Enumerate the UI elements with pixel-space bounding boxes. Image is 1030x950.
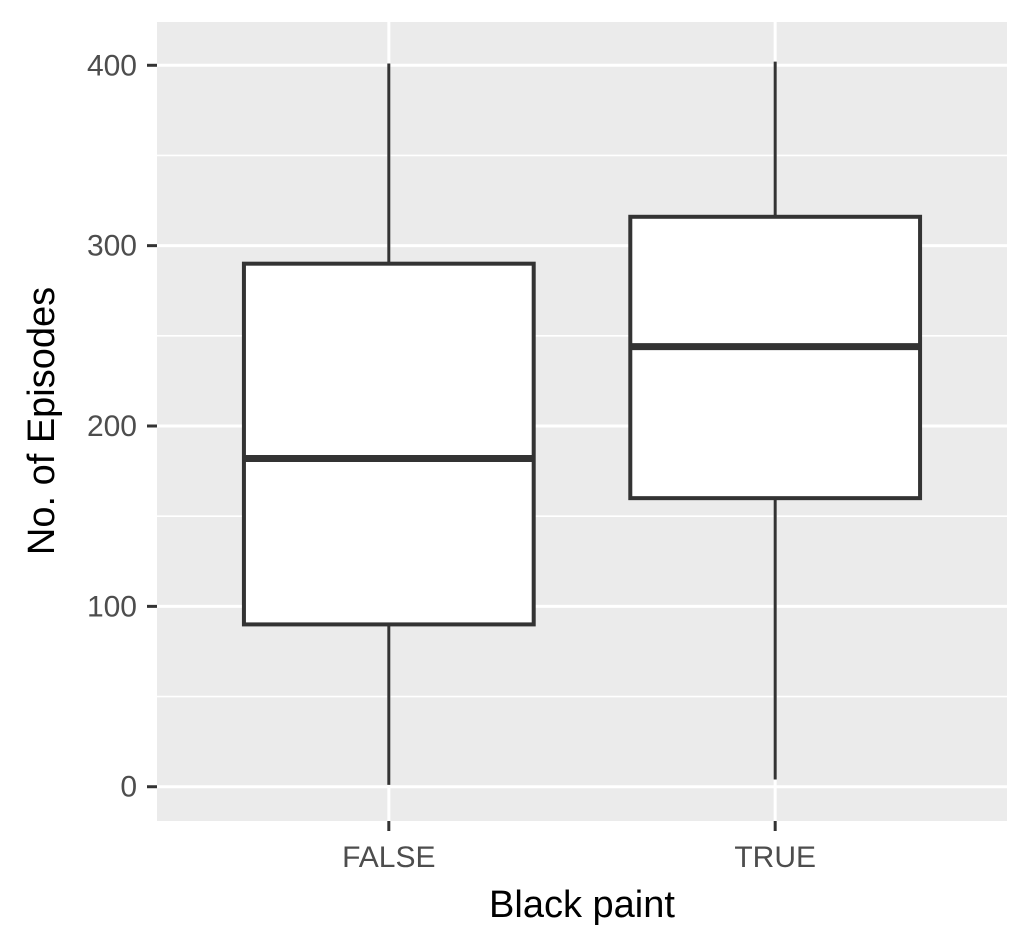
boxes-layer xyxy=(241,61,923,785)
y-axis: 0 100 200 300 400 xyxy=(87,49,157,804)
x-tick-label: TRUE xyxy=(734,841,816,874)
y-tick-label: 0 xyxy=(120,771,137,804)
y-tick-label: 100 xyxy=(87,590,137,623)
box-false xyxy=(241,63,536,785)
box-iqr xyxy=(628,214,923,501)
x-axis-title: Black paint xyxy=(489,884,675,926)
y-axis-title: No. of Episodes xyxy=(21,287,63,555)
y-tick-label: 400 xyxy=(87,49,137,82)
x-axis: FALSE TRUE xyxy=(342,821,816,874)
y-tick-label: 300 xyxy=(87,230,137,263)
box-true xyxy=(628,61,923,780)
box-iqr xyxy=(241,261,536,627)
x-tick-label: FALSE xyxy=(342,841,435,874)
y-tick-label: 200 xyxy=(87,410,137,443)
